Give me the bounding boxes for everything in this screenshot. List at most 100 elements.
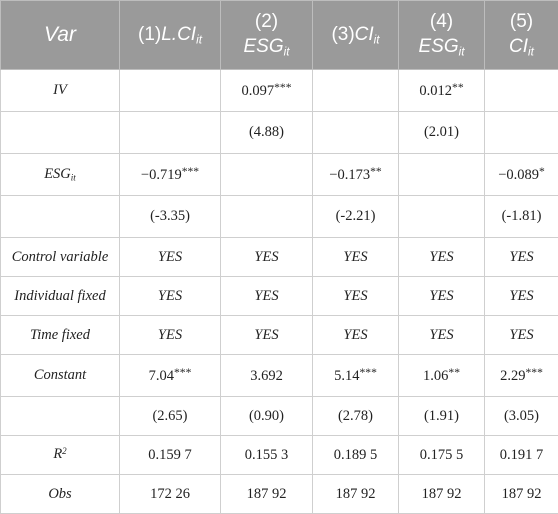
header-col-3-sub: it xyxy=(374,33,380,46)
cell-constant-c2: 3.692 xyxy=(221,355,313,397)
cell-obs-c4: 187 92 xyxy=(399,475,485,514)
header-col-3-num: (3) xyxy=(331,24,354,45)
cell-esg-c4 xyxy=(399,154,485,196)
cell-iv-t-c5 xyxy=(485,112,558,154)
row-esg: ESGit −0.719*** −0.173** −0.089* xyxy=(1,154,558,196)
cell-esg-c5: −0.089* xyxy=(485,154,558,196)
cell-obs-c3: 187 92 xyxy=(313,475,399,514)
cell-iv-c4-stars: ** xyxy=(452,81,464,94)
header-col-3-main: CI xyxy=(355,24,374,45)
cell-time-c1: YES xyxy=(120,316,221,355)
cell-constant-c4: 1.06** xyxy=(399,355,485,397)
header-col-1-sub: it xyxy=(196,33,202,46)
header-col-2-main: ESG xyxy=(243,36,283,57)
row-constant-tstat: (2.65) (0.90) (2.78) (1.91) (3.05) xyxy=(1,397,558,436)
row-label-constant: Constant xyxy=(1,355,120,397)
cell-esg-c3-value: −0.173 xyxy=(329,167,370,183)
cell-iv-c2-stars: *** xyxy=(274,81,291,94)
cell-iv-c5 xyxy=(485,70,558,112)
cell-constant-c4-value: 1.06 xyxy=(423,368,448,384)
row-label-iv-tstat xyxy=(1,112,120,154)
row-r-squared: R2 0.159 7 0.155 3 0.189 5 0.175 5 0.191… xyxy=(1,436,558,475)
cell-constant-t-c1: (2.65) xyxy=(120,397,221,436)
cell-esg-t-c2 xyxy=(221,196,313,238)
cell-r2-c2: 0.155 3 xyxy=(221,436,313,475)
cell-obs-c2: 187 92 xyxy=(221,475,313,514)
cell-r2-c3: 0.189 5 xyxy=(313,436,399,475)
cell-constant-c3: 5.14*** xyxy=(313,355,399,397)
header-col-4-sub: it xyxy=(459,45,465,58)
cell-constant-t-c4: (1.91) xyxy=(399,397,485,436)
row-label-iv: IV xyxy=(1,70,120,112)
cell-esg-c5-stars: * xyxy=(539,165,545,178)
cell-control-c4: YES xyxy=(399,238,485,277)
cell-time-c5: YES xyxy=(485,316,558,355)
header-col-2-num: (2) xyxy=(255,11,278,32)
cell-obs-c1: 172 26 xyxy=(120,475,221,514)
cell-esg-t-c1: (-3.35) xyxy=(120,196,221,238)
row-label-r-squared-main: R xyxy=(53,447,62,463)
cell-constant-c2-value: 3.692 xyxy=(250,368,283,384)
cell-individual-c1: YES xyxy=(120,277,221,316)
row-label-individual-fixed: Individual fixed xyxy=(1,277,120,316)
row-label-time-fixed: Time fixed xyxy=(1,316,120,355)
cell-esg-c3-stars: ** xyxy=(370,165,382,178)
cell-r2-c4: 0.175 5 xyxy=(399,436,485,475)
cell-constant-c1-value: 7.04 xyxy=(149,368,174,384)
header-col-4-num: (4) xyxy=(430,11,453,32)
cell-individual-c5: YES xyxy=(485,277,558,316)
cell-iv-c4-value: 0.012 xyxy=(419,83,452,99)
cell-constant-t-c2: (0.90) xyxy=(221,397,313,436)
row-label-obs: Obs xyxy=(1,475,120,514)
cell-esg-c1: −0.719*** xyxy=(120,154,221,196)
cell-time-c2: YES xyxy=(221,316,313,355)
cell-constant-c5-stars: *** xyxy=(525,366,542,379)
row-constant: Constant 7.04*** 3.692 5.14*** 1.06** 2.… xyxy=(1,355,558,397)
row-label-constant-tstat xyxy=(1,397,120,436)
row-label-esg-main: ESG xyxy=(44,166,71,182)
cell-constant-c1-stars: *** xyxy=(174,366,191,379)
cell-control-c3: YES xyxy=(313,238,399,277)
row-label-esg: ESGit xyxy=(1,154,120,196)
cell-iv-t-c1 xyxy=(120,112,221,154)
cell-time-c3: YES xyxy=(313,316,399,355)
header-col-2-sub: it xyxy=(284,45,290,58)
cell-constant-c1: 7.04*** xyxy=(120,355,221,397)
header-col-3: (3)CIit xyxy=(313,1,399,70)
header-var: Var xyxy=(1,1,120,70)
cell-time-c4: YES xyxy=(399,316,485,355)
row-esg-tstat: (-3.35) (-2.21) (-1.81) xyxy=(1,196,558,238)
cell-constant-c4-stars: ** xyxy=(448,366,460,379)
cell-iv-t-c2: (4.88) xyxy=(221,112,313,154)
row-iv: IV 0.097*** 0.012** xyxy=(1,70,558,112)
cell-iv-c2: 0.097*** xyxy=(221,70,313,112)
cell-r2-c1: 0.159 7 xyxy=(120,436,221,475)
cell-iv-c2-value: 0.097 xyxy=(241,83,274,99)
cell-iv-c3 xyxy=(313,70,399,112)
row-label-r-squared: R2 xyxy=(1,436,120,475)
table-body: IV 0.097*** 0.012** (4.88) (2.01) ESGit … xyxy=(1,70,558,514)
cell-control-c2: YES xyxy=(221,238,313,277)
cell-esg-c1-value: −0.719 xyxy=(141,167,182,183)
header-col-2: (2) ESGit xyxy=(221,1,313,70)
cell-iv-t-c3 xyxy=(313,112,399,154)
header-col-1-main: L.CI xyxy=(161,24,196,45)
cell-esg-t-c3: (-2.21) xyxy=(313,196,399,238)
header-col-5-num: (5) xyxy=(510,11,533,32)
row-individual-fixed: Individual fixed YES YES YES YES YES xyxy=(1,277,558,316)
header-col-4-main: ESG xyxy=(418,36,458,57)
cell-r2-c5: 0.191 7 xyxy=(485,436,558,475)
cell-constant-t-c3: (2.78) xyxy=(313,397,399,436)
cell-iv-c1 xyxy=(120,70,221,112)
cell-esg-c3: −0.173** xyxy=(313,154,399,196)
cell-constant-t-c5: (3.05) xyxy=(485,397,558,436)
cell-individual-c4: YES xyxy=(399,277,485,316)
header-col-5: (5)CIit xyxy=(485,1,558,70)
cell-esg-t-c4 xyxy=(399,196,485,238)
header-col-1: (1)L.CIit xyxy=(120,1,221,70)
header-col-1-num: (1) xyxy=(138,24,161,45)
row-label-control-variable: Control variable xyxy=(1,238,120,277)
header-col-4: (4) ESGit xyxy=(399,1,485,70)
row-obs: Obs 172 26 187 92 187 92 187 92 187 92 xyxy=(1,475,558,514)
